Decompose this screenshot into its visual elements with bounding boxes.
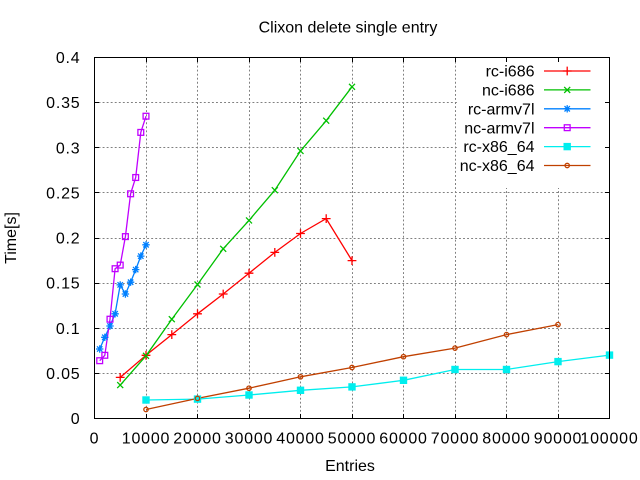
svg-text:nc-i686: nc-i686 (482, 83, 535, 100)
svg-text:0: 0 (71, 411, 81, 428)
svg-text:40000: 40000 (276, 431, 325, 448)
svg-text:0.4: 0.4 (56, 50, 81, 67)
svg-text:50000: 50000 (328, 431, 377, 448)
svg-text:Time[s]: Time[s] (3, 212, 20, 264)
svg-text:nc-x86_64: nc-x86_64 (460, 158, 535, 175)
svg-text:rc-armv7l: rc-armv7l (468, 101, 535, 118)
svg-text:10000: 10000 (122, 431, 171, 448)
svg-text:rc-x86_64: rc-x86_64 (463, 139, 534, 156)
svg-text:0.3: 0.3 (56, 140, 81, 157)
svg-text:70000: 70000 (431, 431, 480, 448)
svg-text:Clixon delete single entry: Clixon delete single entry (259, 20, 438, 37)
svg-text:100000: 100000 (580, 431, 638, 448)
svg-text:90000: 90000 (534, 431, 583, 448)
svg-text:0: 0 (90, 431, 100, 448)
svg-text:20000: 20000 (173, 431, 222, 448)
svg-text:Entries: Entries (325, 458, 375, 475)
svg-text:0.35: 0.35 (46, 95, 80, 112)
svg-text:80000: 80000 (482, 431, 531, 448)
svg-text:0.05: 0.05 (46, 366, 80, 383)
svg-text:0.15: 0.15 (46, 276, 80, 293)
svg-text:rc-i686: rc-i686 (486, 64, 535, 81)
svg-text:0.25: 0.25 (46, 186, 80, 203)
svg-text:nc-armv7l: nc-armv7l (464, 120, 534, 137)
svg-text:0.1: 0.1 (56, 321, 81, 338)
svg-text:0.2: 0.2 (56, 231, 81, 248)
svg-text:60000: 60000 (379, 431, 428, 448)
svg-text:30000: 30000 (225, 431, 274, 448)
